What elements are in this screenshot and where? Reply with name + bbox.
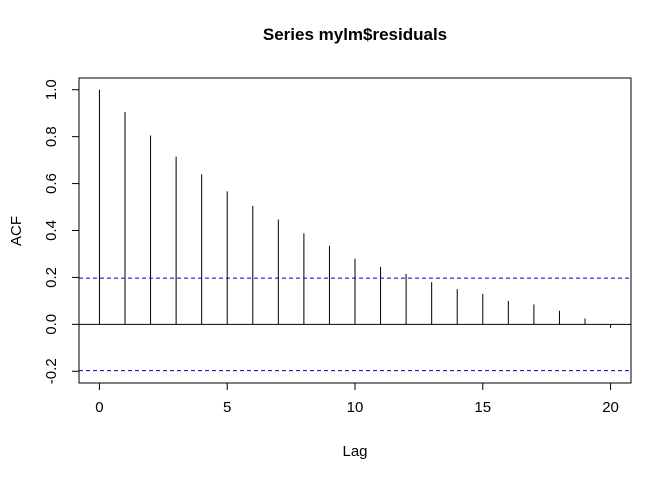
y-tick-label: -0.2 xyxy=(43,358,60,384)
x-axis-label: Lag xyxy=(342,443,367,460)
y-axis: -0.2 0.0 0.2 0.4 0.6 0.8 1.0 xyxy=(43,79,80,384)
y-tick-label: 0.8 xyxy=(43,126,60,147)
x-tick-label: 5 xyxy=(223,399,231,416)
y-tick-label: 0.2 xyxy=(43,267,60,288)
x-tick-label: 10 xyxy=(347,399,364,416)
plot-frame xyxy=(78,77,632,384)
x-tick-label: 0 xyxy=(95,399,103,416)
y-tick-label: 1.0 xyxy=(43,79,60,100)
x-tick-label: 15 xyxy=(474,399,491,416)
reference-lines xyxy=(79,277,631,372)
y-tick-label: 0.6 xyxy=(43,173,60,194)
y-tick-label: 0.4 xyxy=(43,220,60,241)
x-axis: 0 5 10 15 20 xyxy=(95,382,619,416)
x-tick-label: 20 xyxy=(602,399,619,416)
y-tick-label: 0.0 xyxy=(43,314,60,335)
chart-title: Series mylm$residuals xyxy=(263,25,447,44)
acf-bars xyxy=(98,89,612,328)
y-axis-label: ACF xyxy=(8,216,25,246)
